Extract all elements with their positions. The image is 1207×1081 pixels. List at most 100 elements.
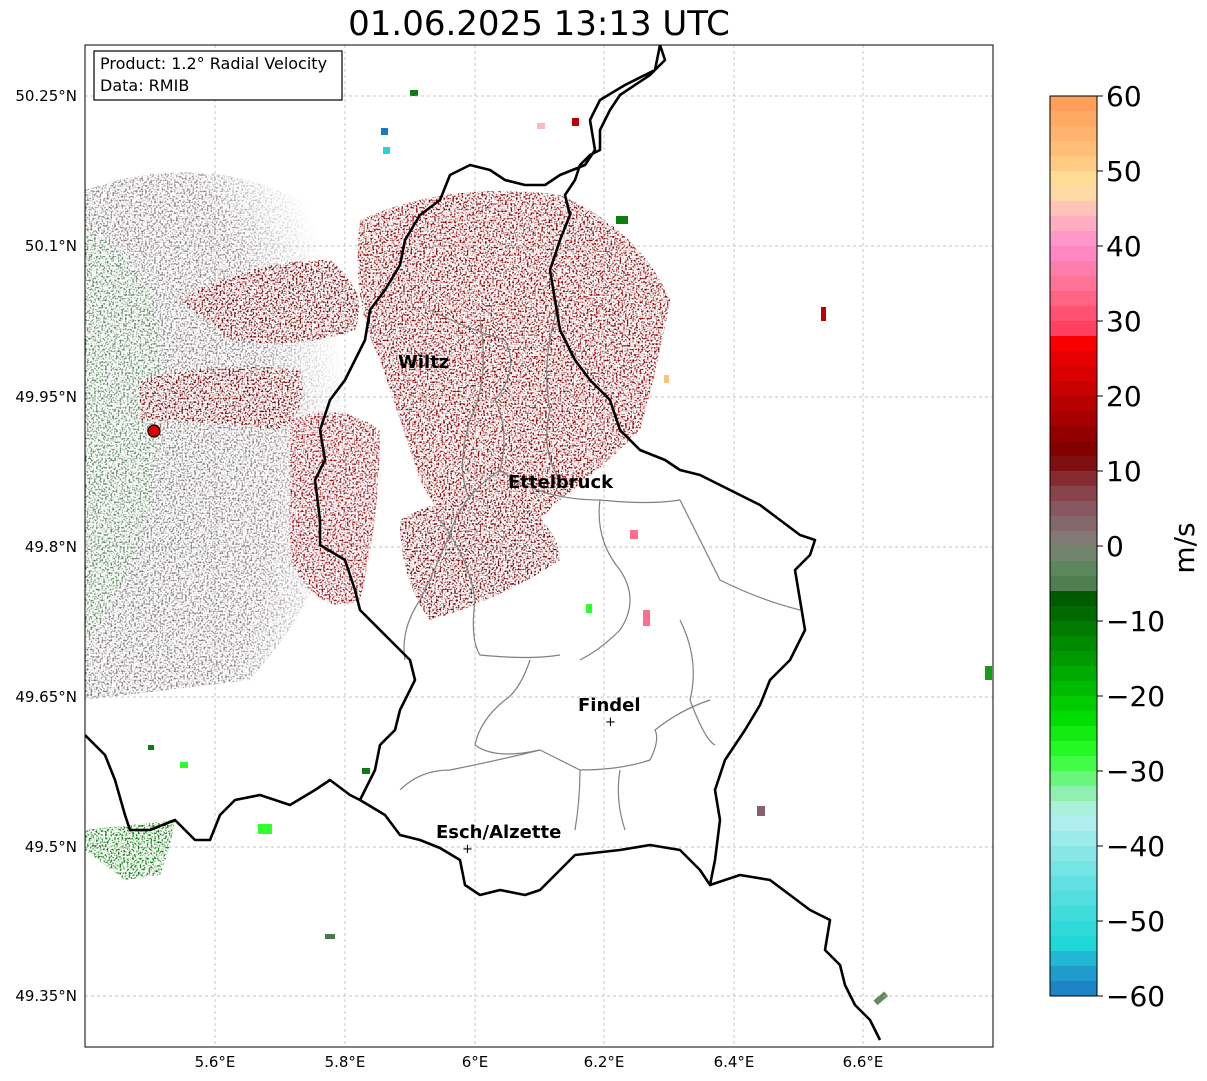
- colorbar-tick-label: −30: [1106, 755, 1165, 788]
- colorbar-band: [1050, 531, 1097, 547]
- colorbar-band: [1050, 471, 1097, 487]
- colorbar-band: [1050, 276, 1097, 292]
- colorbar-band: [1050, 651, 1097, 667]
- colorbar-band: [1050, 126, 1097, 142]
- colorbar-band: [1050, 96, 1097, 112]
- colorbar-band: [1050, 351, 1097, 367]
- colorbar-band: [1050, 906, 1097, 922]
- gridlines: [85, 45, 993, 1047]
- colorbar-band: [1050, 246, 1097, 262]
- lon-tick-label: 5.6°E: [195, 1053, 236, 1071]
- city-ettelbruck: Ettelbruck: [508, 472, 614, 493]
- colorbar-band: [1050, 786, 1097, 802]
- radar-site-marker: [147, 424, 161, 438]
- lon-tick-label: 6.4°E: [714, 1053, 755, 1071]
- echo-cell: [873, 991, 889, 1006]
- lon-tick-label: 6.6°E: [843, 1053, 884, 1071]
- luxembourg-border: [313, 45, 817, 897]
- echo-cell: [643, 610, 650, 626]
- lon-axis-labels: 5.6°E 5.8°E 6°E 6.2°E 6.4°E 6.6°E: [195, 1053, 884, 1071]
- info-box: Product: 1.2° Radial Velocity Data: RMIB: [93, 50, 343, 101]
- echo-dark-red-northwest: [180, 260, 360, 344]
- city-marker-findel: +: [605, 715, 616, 730]
- echo-cell: [180, 762, 188, 768]
- lat-tick-label: 49.95°N: [15, 388, 77, 406]
- colorbar-band: [1050, 891, 1097, 907]
- colorbar-band: [1050, 966, 1097, 982]
- germany-france-border: [709, 873, 882, 1041]
- echo-cell: [586, 604, 592, 613]
- echo-cell: [572, 118, 579, 126]
- france-belgium-border: [85, 734, 361, 842]
- colorbar-band: [1050, 426, 1097, 442]
- country-borders: [85, 45, 882, 1041]
- colorbar-band: [1050, 501, 1097, 517]
- echo-green-southwest-patch: [85, 820, 175, 880]
- echo-dark-red-west-band: [140, 366, 303, 430]
- colorbar-band: [1050, 831, 1097, 847]
- colorbar-band: [1050, 741, 1097, 757]
- colorbar-ticks: [1097, 95, 1103, 997]
- echo-dark-red-southern-streaks: [400, 497, 560, 620]
- colorbar-band: [1050, 486, 1097, 502]
- colorbar-band: [1050, 771, 1097, 787]
- map-frame: [84, 44, 994, 1048]
- map-title: 01.06.2025 13:13 UTC: [348, 4, 730, 44]
- colorbar-band: [1050, 801, 1097, 817]
- colorbar-band: [1050, 606, 1097, 622]
- info-data-source: Data: RMIB: [100, 76, 189, 95]
- lat-tick-label: 50.1°N: [25, 237, 77, 255]
- city-label-esch-alzette: Esch/Alzette: [436, 822, 561, 843]
- lat-tick-label: 50.25°N: [15, 87, 77, 105]
- colorbar-tick-label: 40: [1106, 230, 1142, 263]
- colorbar-band: [1050, 396, 1097, 412]
- echo-cell: [985, 666, 992, 680]
- city-wiltz: Wiltz: [398, 352, 449, 373]
- echo-cell: [258, 824, 272, 834]
- colorbar-tick-label: 30: [1106, 305, 1142, 338]
- colorbar-band: [1050, 861, 1097, 877]
- lat-tick-label: 49.8°N: [25, 538, 77, 556]
- echo-cell: [362, 768, 370, 774]
- colorbar-band: [1050, 951, 1097, 967]
- lat-tick-label: 49.5°N: [25, 838, 77, 856]
- colorbar: 60 50 40 30 20 10 0 −10 −20 −30 −40 −50 …: [1049, 80, 1201, 1013]
- lat-tick-label: 49.35°N: [15, 987, 77, 1005]
- colorbar-tick-label: 50: [1106, 155, 1142, 188]
- echo-cell: [381, 128, 388, 135]
- lat-axis-labels: 50.25°N 50.1°N 49.95°N 49.8°N 49.65°N 49…: [15, 87, 77, 1005]
- colorbar-band: [1050, 621, 1097, 637]
- colorbar-band: [1050, 756, 1097, 772]
- echo-cell: [821, 307, 826, 321]
- colorbar-band: [1050, 141, 1097, 157]
- colorbar-band: [1050, 936, 1097, 952]
- echo-cell: [148, 745, 154, 750]
- echo-cell: [383, 147, 390, 154]
- colorbar-band: [1050, 411, 1097, 427]
- echo-dark-red-north-luxembourg: [357, 190, 670, 560]
- colorbar-band: [1050, 381, 1097, 397]
- colorbar-band: [1050, 156, 1097, 172]
- colorbar-band: [1050, 456, 1097, 472]
- colorbar-unit-label: m/s: [1168, 522, 1201, 573]
- colorbar-band: [1050, 591, 1097, 607]
- colorbar-band: [1050, 261, 1097, 277]
- colorbar-band: [1050, 231, 1097, 247]
- city-findel: Findel +: [578, 695, 641, 730]
- colorbar-band: [1050, 666, 1097, 682]
- lon-tick-label: 6°E: [462, 1053, 489, 1071]
- colorbar-band: [1050, 576, 1097, 592]
- colorbar-tick-label: 60: [1106, 80, 1142, 113]
- canton-boundaries: [399, 299, 801, 831]
- colorbar-tick-label: 20: [1106, 380, 1142, 413]
- radar-echo-layer: [85, 90, 992, 1006]
- colorbar-band: [1050, 171, 1097, 187]
- lat-tick-label: 49.65°N: [15, 688, 77, 706]
- colorbar-band: [1050, 291, 1097, 307]
- echo-cell: [325, 934, 335, 939]
- colorbar-band: [1050, 846, 1097, 862]
- colorbar-band: [1050, 696, 1097, 712]
- colorbar-tick-label: −40: [1106, 830, 1165, 863]
- colorbar-band: [1050, 111, 1097, 127]
